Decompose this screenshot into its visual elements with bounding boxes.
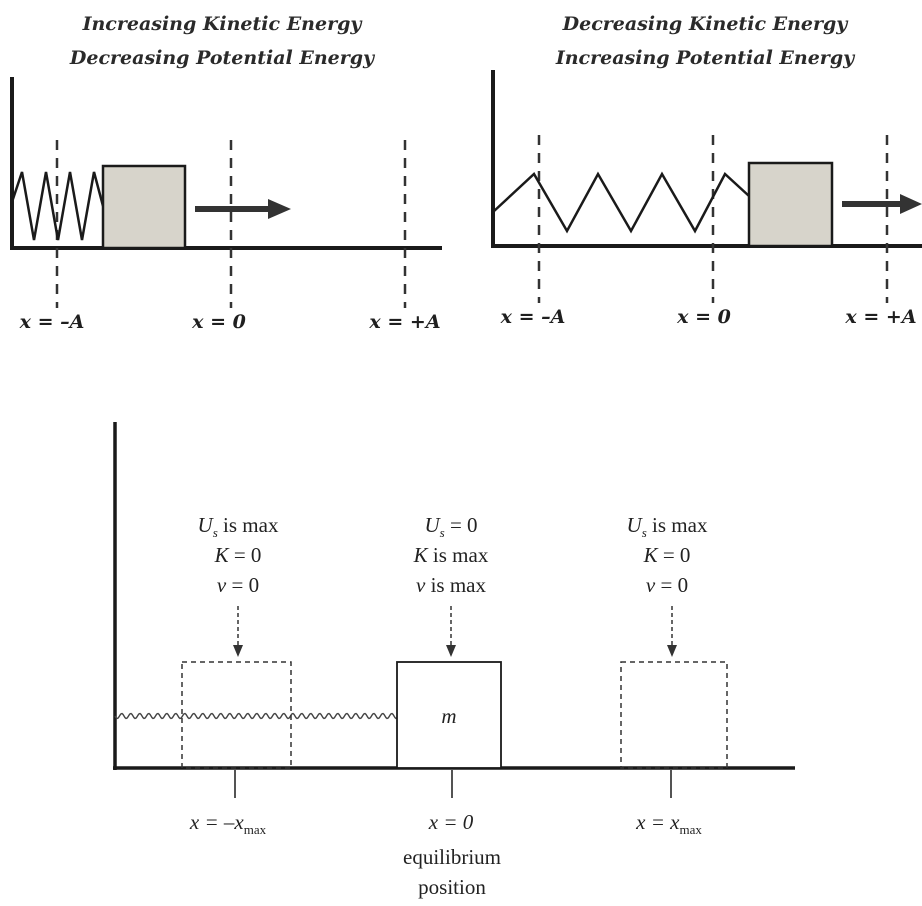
top-right-label-pos-a: x = +A [844,306,916,328]
center-state-kinetic: K is max [413,543,489,567]
top-left-label-zero: x = 0 [191,311,246,333]
top-right-block [747,161,834,248]
top-right-panel: Decreasing Kinetic Energy Increasing Pot… [491,13,922,328]
top-left-title-line1: Increasing Kinetic Energy [82,13,364,35]
top-left-title-line2: Decreasing Potential Energy [69,47,376,69]
top-right-label-zero: x = 0 [676,306,731,328]
center-state-velocity: v is max [416,573,486,597]
left-state-potential: Us is max [198,513,279,540]
bottom-panel: Us is max K = 0 v = 0 Us = 0 K is max v … [113,422,795,899]
top-left-spring [10,171,105,241]
label-zero: x = 0 [428,810,474,834]
left-pointer-arrow-head [233,645,243,657]
top-left-label-neg-a: x = –A [19,311,85,333]
right-state-velocity: v = 0 [646,573,688,597]
top-left-arrow-head [268,199,291,219]
label-neg-xmax: x = –xmax [189,810,267,837]
left-state-velocity: v = 0 [217,573,259,597]
left-extreme-box [181,661,292,769]
mass-label: m [441,704,456,728]
right-state-kinetic: K = 0 [643,543,691,567]
right-extreme-box [620,661,728,769]
top-right-title-line1: Decreasing Kinetic Energy [562,13,850,35]
top-right-spring [492,171,750,234]
mass-block [396,661,502,769]
center-state-potential: Us = 0 [424,513,477,540]
top-right-label-neg-a: x = –A [500,306,566,328]
center-pointer-arrow-head [446,645,456,657]
bottom-spring [114,712,398,720]
top-right-title-line2: Increasing Potential Energy [555,47,856,69]
top-left-label-pos-a: x = +A [368,311,440,333]
top-left-panel: Increasing Kinetic Energy Decreasing Pot… [10,13,442,333]
left-state-kinetic: K = 0 [214,543,262,567]
top-left-block [101,164,187,250]
equilibrium-label-line1: equilibrium [403,845,501,869]
label-pos-xmax: x = xmax [635,810,702,837]
right-state-potential: Us is max [627,513,708,540]
equilibrium-label-line2: position [418,875,486,899]
top-right-arrow-head [900,194,922,214]
right-pointer-arrow-head [667,645,677,657]
